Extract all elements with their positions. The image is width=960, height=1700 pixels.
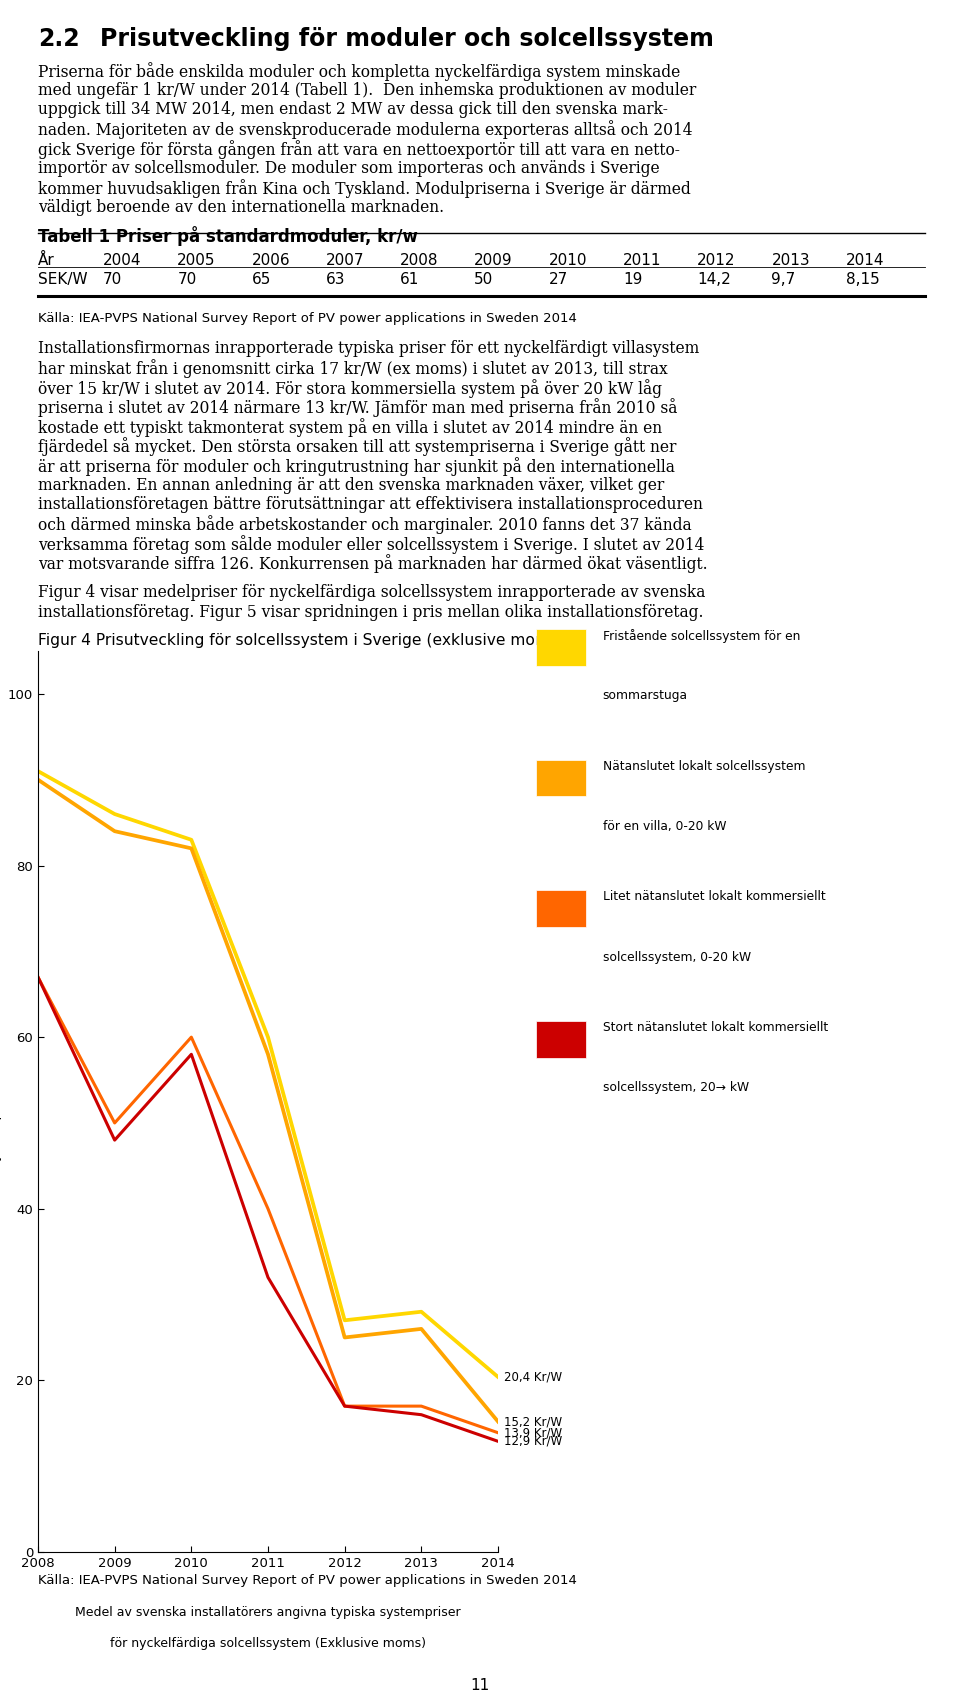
Text: 2006: 2006 — [252, 253, 290, 269]
Text: marknaden. En annan anledning är att den svenska marknaden växer, vilket ger: marknaden. En annan anledning är att den… — [38, 476, 664, 493]
Text: är att priserna för moduler och kringutrustning har sjunkit på den internationel: är att priserna för moduler och kringutr… — [38, 457, 675, 476]
Text: fjärdedel så mycket. Den största orsaken till att systempriserna i Sverige gått : fjärdedel så mycket. Den största orsaken… — [38, 437, 677, 456]
Text: 2007: 2007 — [325, 253, 364, 269]
Text: Figur 4 Prisutveckling för solcellssystem i Sverige (exklusive moms): Figur 4 Prisutveckling för solcellssyste… — [38, 632, 564, 648]
Text: Priserna för både enskilda moduler och kompletta nyckelfärdiga system minskade: Priserna för både enskilda moduler och k… — [38, 61, 681, 82]
Text: 11: 11 — [470, 1678, 490, 1693]
Text: 19: 19 — [623, 272, 642, 287]
Text: 15,2 Kr/W: 15,2 Kr/W — [504, 1414, 563, 1428]
Text: 63: 63 — [325, 272, 346, 287]
Text: väldigt beroende av den internationella marknaden.: väldigt beroende av den internationella … — [38, 199, 444, 216]
Text: 2013: 2013 — [772, 253, 810, 269]
Text: 2012: 2012 — [697, 253, 735, 269]
Text: Nätanslutet lokalt solcellssystem: Nätanslutet lokalt solcellssystem — [603, 760, 805, 774]
Text: solcellssystem, 20→ kW: solcellssystem, 20→ kW — [603, 1081, 749, 1095]
Text: solcellssystem, 0-20 kW: solcellssystem, 0-20 kW — [603, 950, 751, 964]
Text: gick Sverige för första gången från att vara en nettoexportör till att vara en n: gick Sverige för första gången från att … — [38, 139, 680, 158]
Bar — [537, 891, 586, 927]
Text: Fristående solcellssystem för en: Fristående solcellssystem för en — [603, 629, 800, 643]
Bar — [537, 629, 586, 666]
Text: 2010: 2010 — [548, 253, 588, 269]
Text: 2011: 2011 — [623, 253, 661, 269]
Y-axis label: Systempriser [Kr/W]: Systempriser [Kr/W] — [0, 1034, 2, 1168]
Text: importör av solcellsmoduler. De moduler som importeras och används i Sverige: importör av solcellsmoduler. De moduler … — [38, 160, 660, 177]
Text: verksamma företag som sålde moduler eller solcellssystem i Sverige. I slutet av : verksamma företag som sålde moduler elle… — [38, 536, 705, 554]
Text: för en villa, 0-20 kW: för en villa, 0-20 kW — [603, 819, 726, 833]
Text: kostade ett typiskt takmonterat system på en villa i slutet av 2014 mindre än en: kostade ett typiskt takmonterat system p… — [38, 418, 662, 437]
Text: installationsföretag. Figur 5 visar spridningen i pris mellan olika installation: installationsföretag. Figur 5 visar spri… — [38, 604, 704, 620]
Text: Litet nätanslutet lokalt kommersiellt: Litet nätanslutet lokalt kommersiellt — [603, 891, 826, 903]
Text: 27: 27 — [548, 272, 568, 287]
Text: för nyckelfärdiga solcellssystem (Exklusive moms): för nyckelfärdiga solcellssystem (Exklus… — [110, 1637, 426, 1651]
Text: 12,9 Kr/W: 12,9 Kr/W — [504, 1435, 563, 1448]
Text: 13,9 Kr/W: 13,9 Kr/W — [504, 1426, 563, 1440]
Text: Stort nätanslutet lokalt kommersiellt: Stort nätanslutet lokalt kommersiellt — [603, 1022, 828, 1034]
Text: Källa: IEA-PVPS National Survey Report of PV power applications in Sweden 2014: Källa: IEA-PVPS National Survey Report o… — [38, 1574, 577, 1588]
Bar — [537, 1022, 586, 1057]
Bar — [537, 760, 586, 796]
Text: kommer huvudsakligen från Kina och Tyskland. Modulpriserna i Sverige är därmed: kommer huvudsakligen från Kina och Tyskl… — [38, 178, 691, 197]
Text: 2009: 2009 — [474, 253, 513, 269]
Text: 14,2: 14,2 — [697, 272, 731, 287]
Text: Prisutveckling för moduler och solcellssystem: Prisutveckling för moduler och solcellss… — [100, 27, 714, 51]
Text: har minskat från i genomsnitt cirka 17 kr/W (ex moms) i slutet av 2013, till str: har minskat från i genomsnitt cirka 17 k… — [38, 359, 668, 379]
Text: 50: 50 — [474, 272, 493, 287]
Text: sommarstuga: sommarstuga — [603, 688, 687, 702]
Text: med ungefär 1 kr/W under 2014 (Tabell 1).  Den inhemska produktionen av moduler: med ungefär 1 kr/W under 2014 (Tabell 1)… — [38, 82, 696, 99]
Text: var motsvarande siffra 126. Konkurrensen på marknaden har därmed ökat väsentligt: var motsvarande siffra 126. Konkurrensen… — [38, 554, 708, 573]
Text: 2014: 2014 — [846, 253, 884, 269]
Text: Källa: IEA-PVPS National Survey Report of PV power applications in Sweden 2014: Källa: IEA-PVPS National Survey Report o… — [38, 313, 577, 325]
Text: 65: 65 — [252, 272, 271, 287]
Text: över 15 kr/W i slutet av 2014. För stora kommersiella system på över 20 kW låg: över 15 kr/W i slutet av 2014. För stora… — [38, 379, 662, 398]
Text: År: År — [38, 253, 55, 269]
Text: och därmed minska både arbetskostander och marginaler. 2010 fanns det 37 kända: och därmed minska både arbetskostander o… — [38, 515, 691, 534]
Text: naden. Majoriteten av de svenskproducerade modulerna exporteras alltså och 2014: naden. Majoriteten av de svenskproducera… — [38, 121, 692, 139]
Text: 20,4 Kr/W: 20,4 Kr/W — [504, 1370, 563, 1384]
Text: 2004: 2004 — [103, 253, 141, 269]
Text: Figur 4 visar medelpriser för nyckelfärdiga solcellssystem inrapporterade av sve: Figur 4 visar medelpriser för nyckelfärd… — [38, 585, 706, 602]
Text: Installationsfirmornas inrapporterade typiska priser för ett nyckelfärdigt villa: Installationsfirmornas inrapporterade ty… — [38, 340, 699, 357]
Text: 61: 61 — [400, 272, 420, 287]
Text: 70: 70 — [178, 272, 197, 287]
Text: Medel av svenska installatörers angivna typiska systempriser: Medel av svenska installatörers angivna … — [75, 1606, 461, 1620]
Text: SEK/W: SEK/W — [38, 272, 87, 287]
Text: Tabell 1 Priser på standardmoduler, kr/w: Tabell 1 Priser på standardmoduler, kr/w — [38, 226, 418, 246]
Text: installationsföretagen bättre förutsättningar att effektivisera installationspro: installationsföretagen bättre förutsättn… — [38, 496, 703, 513]
Text: uppgick till 34 MW 2014, men endast 2 MW av dessa gick till den svenska mark-: uppgick till 34 MW 2014, men endast 2 MW… — [38, 100, 668, 117]
Text: 2005: 2005 — [178, 253, 216, 269]
Text: priserna i slutet av 2014 närmare 13 kr/W. Jämför man med priserna från 2010 så: priserna i slutet av 2014 närmare 13 kr/… — [38, 398, 678, 418]
Text: 8,15: 8,15 — [846, 272, 879, 287]
Text: 2008: 2008 — [400, 253, 439, 269]
Text: 70: 70 — [103, 272, 122, 287]
Text: 2.2: 2.2 — [38, 27, 80, 51]
Text: 9,7: 9,7 — [772, 272, 796, 287]
